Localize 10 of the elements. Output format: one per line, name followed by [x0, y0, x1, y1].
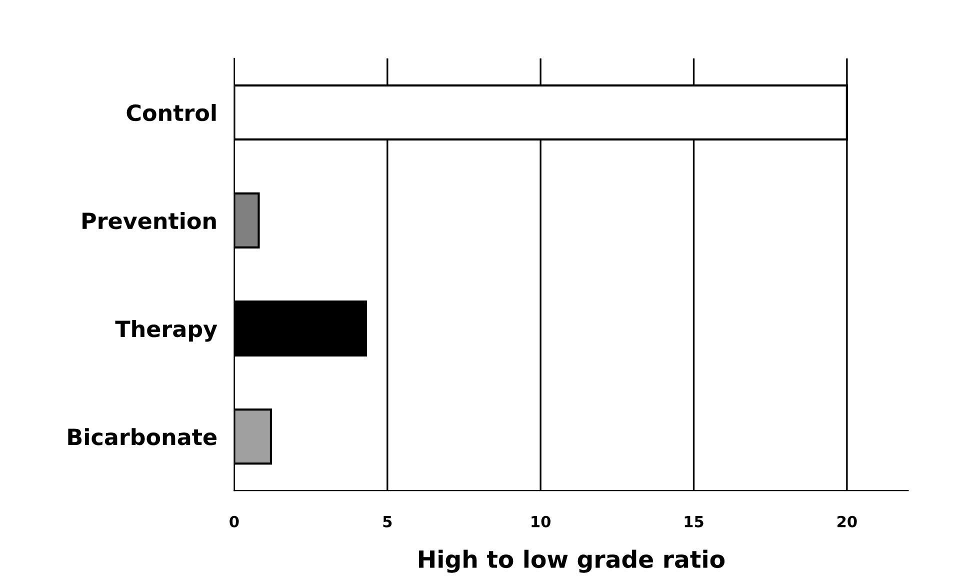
y-tick-label: Prevention: [82, 212, 216, 230]
y-tick-label: Control: [126, 104, 216, 122]
x-tick-label: 10: [532, 516, 550, 528]
x-tick-label: 15: [684, 516, 704, 528]
y-tick-label: Therapy: [115, 320, 218, 342]
x-tick-label: 20: [838, 516, 857, 528]
x-tick-label: 0: [230, 516, 239, 528]
x-axis-title: High to low grade ratio: [419, 550, 725, 573]
x-tick-label: 5: [383, 516, 392, 528]
y-tick-label: Bicarbonate: [68, 428, 216, 446]
